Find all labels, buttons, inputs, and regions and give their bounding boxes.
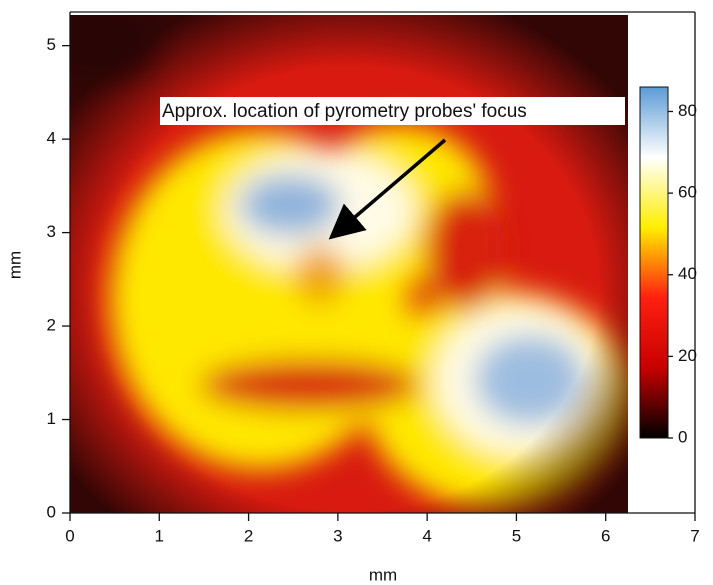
colorbar-tick-label: 80 [678,101,697,120]
x-tick-label: 7 [690,526,699,545]
x-tick-label: 1 [155,526,164,545]
colorbar-tick-label: 60 [678,183,697,202]
x-tick-label: 4 [422,526,431,545]
colorbar-tick-label: 40 [678,264,697,283]
x-tick-label: 3 [333,526,342,545]
annotation: Approx. location of pyrometry probes' fo… [162,101,527,122]
annotation-box [160,97,625,125]
frame [69,11,696,514]
heatmap-image [70,15,628,513]
y-tick-label: 0 [47,502,56,521]
colorbar [639,86,669,439]
y-tick-label: 1 [47,409,56,428]
x-tick-label: 2 [244,526,253,545]
x-tick-label: 6 [601,526,610,545]
x-tick-label: 0 [65,526,74,545]
y-tick-label: 5 [47,35,56,54]
y-axis-label: mm [5,251,24,279]
y-tick-label: 3 [47,222,56,241]
colorbar-tick-label: 0 [678,427,687,446]
y-tick-label: 4 [47,129,56,148]
x-axis-label: mm [369,565,397,584]
colorbar-tick-label: 20 [678,346,697,365]
y-tick-label: 2 [47,316,56,335]
x-tick-label: 5 [512,526,521,545]
annotation-arrow [328,138,447,240]
